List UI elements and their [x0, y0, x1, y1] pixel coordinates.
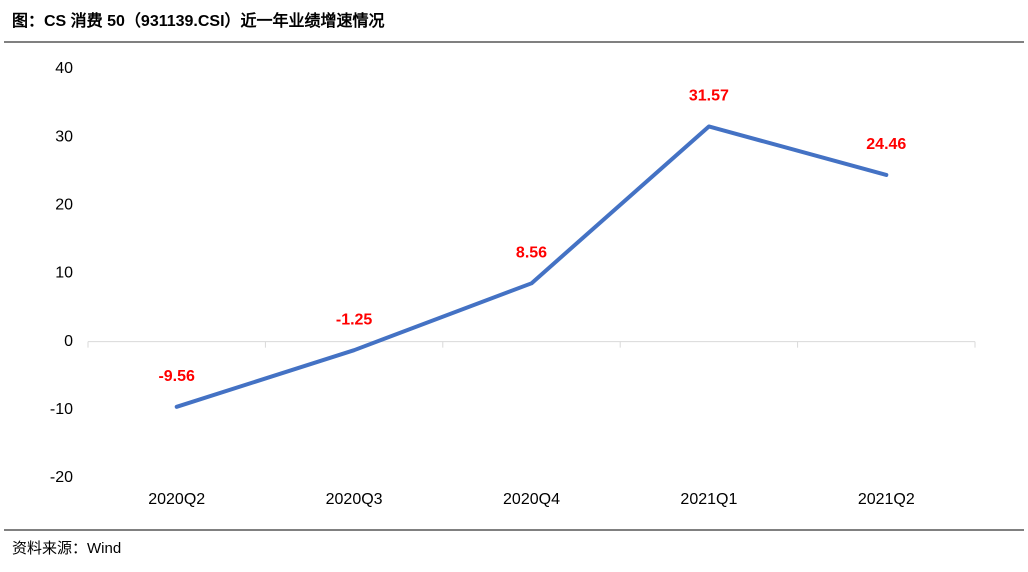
y-tick-label: 40	[55, 60, 73, 77]
y-tick-label: 0	[64, 333, 73, 350]
y-tick-label: -20	[50, 469, 73, 486]
y-tick-label: 10	[55, 265, 73, 282]
x-tick-label: 2021Q1	[680, 491, 737, 508]
x-tick-label: 2020Q2	[148, 491, 205, 508]
y-tick-label: -10	[50, 401, 73, 418]
x-tick-label: 2020Q4	[503, 491, 560, 508]
data-label: 24.46	[866, 136, 906, 153]
x-tick-label: 2021Q2	[858, 491, 915, 508]
data-label: 8.56	[516, 245, 547, 262]
data-label: -1.25	[336, 311, 373, 328]
x-tick-label: 2020Q3	[326, 491, 383, 508]
y-tick-label: 30	[55, 128, 73, 145]
chart-title: 图：CS 消费 50（931139.CSI）近一年业绩增速情况	[12, 11, 385, 30]
data-label: 31.57	[689, 88, 729, 105]
data-label: -9.56	[158, 368, 195, 385]
data-line	[174, 124, 889, 409]
source-note: 资料来源：Wind	[12, 540, 121, 557]
y-tick-label: 20	[55, 197, 73, 214]
